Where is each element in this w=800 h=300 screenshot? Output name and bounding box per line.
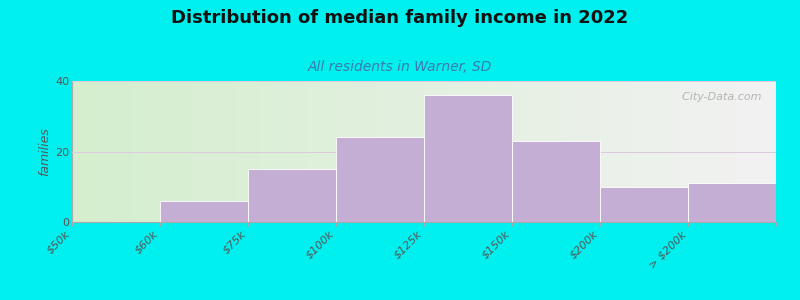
Bar: [600, 187, 688, 222]
Bar: [248, 169, 336, 222]
Bar: [512, 141, 600, 222]
Bar: [336, 137, 424, 222]
Text: City-Data.com: City-Data.com: [675, 92, 762, 102]
Text: Distribution of median family income in 2022: Distribution of median family income in …: [171, 9, 629, 27]
Bar: [424, 95, 512, 222]
Bar: [688, 183, 776, 222]
Text: All residents in Warner, SD: All residents in Warner, SD: [308, 60, 492, 74]
Y-axis label: families: families: [38, 127, 51, 176]
Bar: [160, 201, 248, 222]
